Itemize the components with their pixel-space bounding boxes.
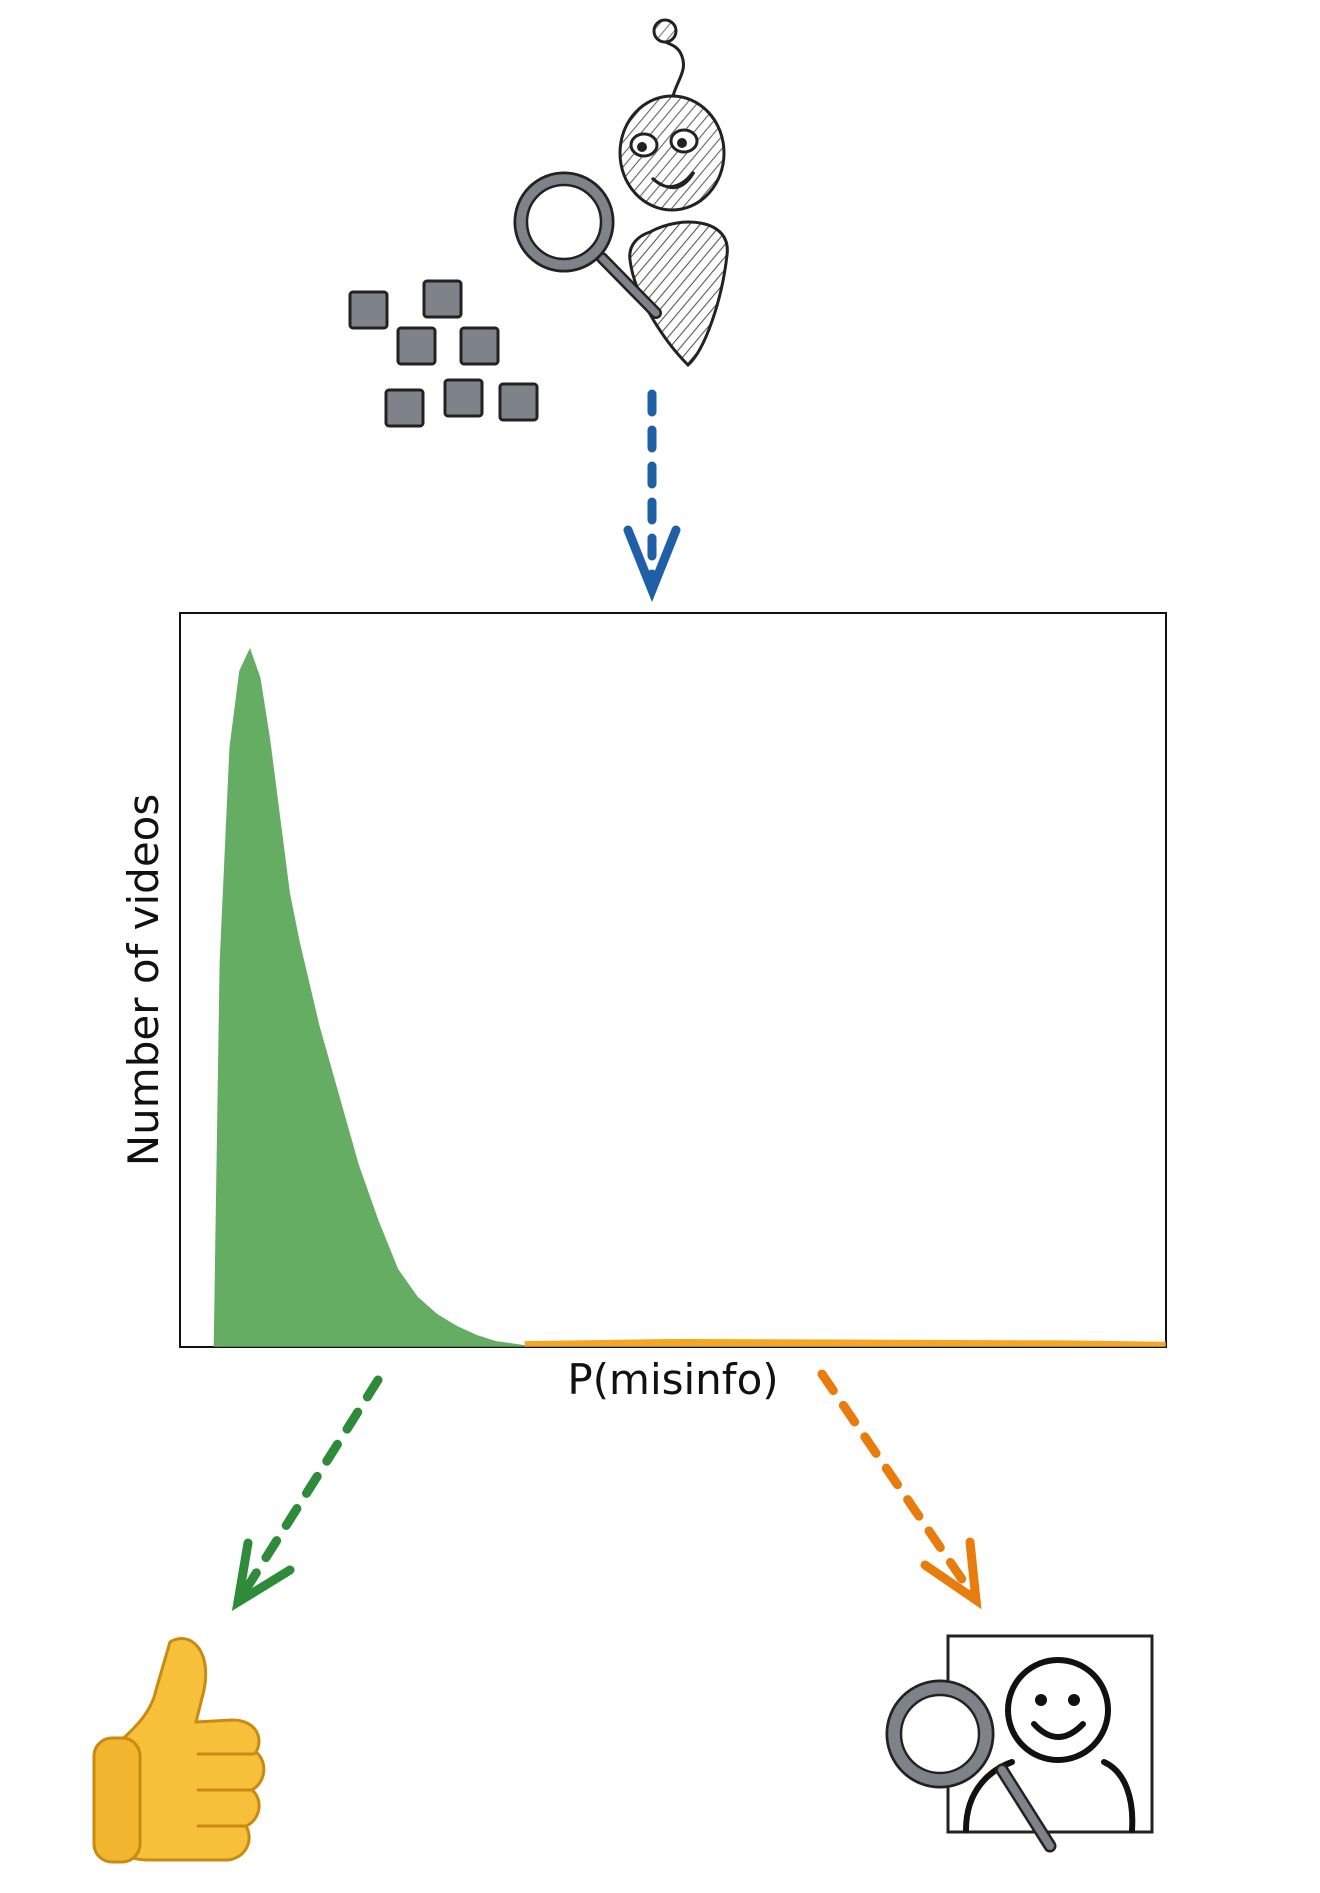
histogram-series [213, 648, 1166, 1347]
robot-inspector-icon [513, 18, 729, 368]
low-probability-arrow [231, 1375, 383, 1612]
x-axis-label: P(misinfo) [567, 1355, 778, 1404]
histogram-chart: P(misinfo) Number of videos [119, 612, 1167, 1404]
thumbs-up-icon [92, 1637, 266, 1864]
robot-to-chart-arrow [623, 389, 681, 603]
human-reviewer-icon [885, 1634, 1154, 1853]
high-probability-arrow [817, 1369, 982, 1610]
histogram-area-2 [524, 1338, 1166, 1347]
histogram-area-1 [213, 648, 526, 1347]
video-thumbnails-icon [348, 279, 539, 428]
y-axis-label: Number of videos [119, 794, 168, 1167]
